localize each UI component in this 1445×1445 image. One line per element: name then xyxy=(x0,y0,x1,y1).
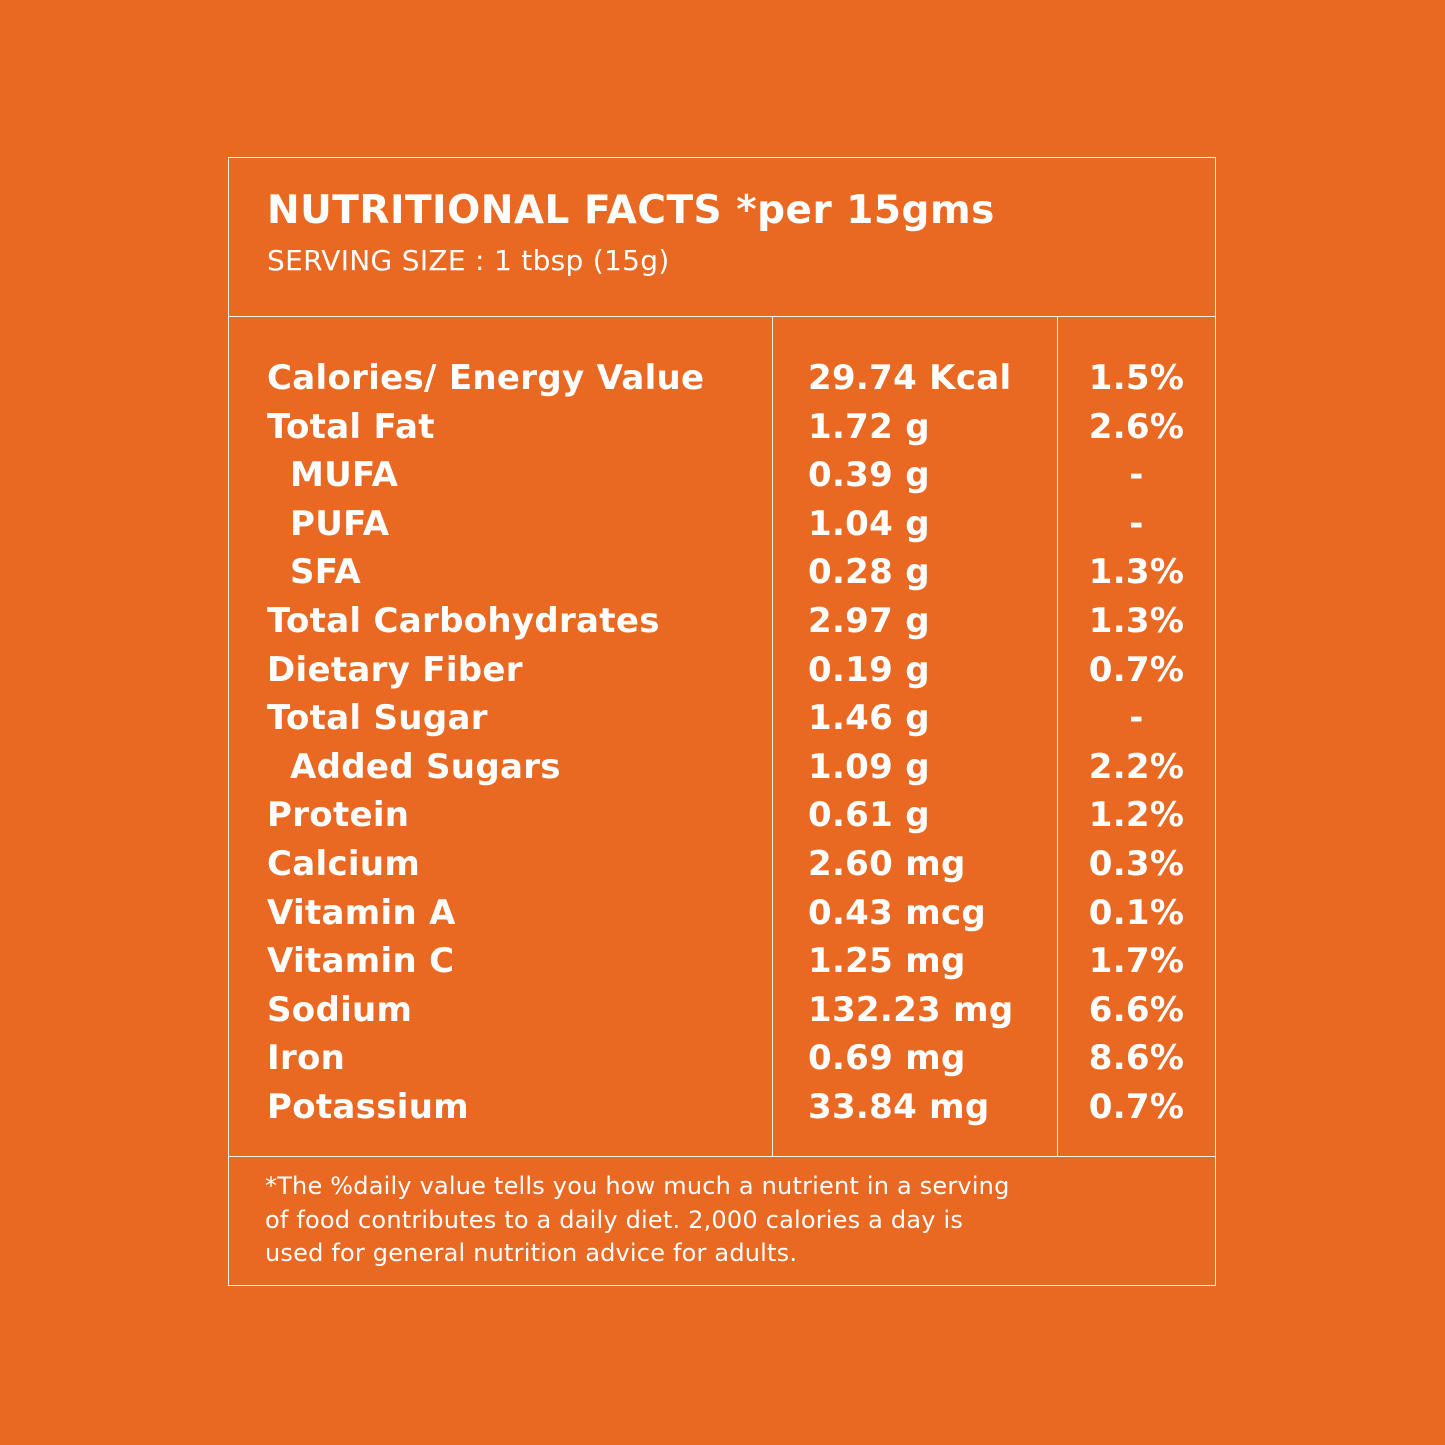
nutrient-name: Total Fat xyxy=(267,406,435,447)
nutrient-amount: 29.74 Kcal xyxy=(808,358,1012,398)
nutrient-name: Total Carbohydrates xyxy=(267,600,660,641)
nutrient-name: Total Sugar xyxy=(267,698,488,739)
nutrient-amount: 0.28 g xyxy=(808,552,930,593)
column-divider-amount xyxy=(772,316,773,1156)
nutrient-row: Total Carbohydrates 2.97 g 1.3% xyxy=(229,597,1215,646)
panel-title: NUTRITIONAL FACTS *per 15gms xyxy=(267,188,995,233)
nutrient-row: Total Sugar 1.46 g - xyxy=(229,694,1215,743)
nutrient-row: Protein 0.61 g 1.2% xyxy=(229,791,1215,840)
nutrient-name: Calories/ Energy Value xyxy=(267,358,705,398)
nutrient-name: Vitamin A xyxy=(267,892,456,933)
nutrient-row: Potassium 33.84 mg 0.7% xyxy=(229,1083,1215,1132)
nutrient-name: MUFA xyxy=(290,455,399,496)
nutrient-row: Vitamin A 0.43 mcg 0.1% xyxy=(229,889,1215,938)
nutrition-facts-panel: NUTRITIONAL FACTS *per 15gms SERVING SIZ… xyxy=(228,157,1216,1286)
footnote: *The %daily value tells you how much a n… xyxy=(265,1170,1165,1271)
header-divider xyxy=(229,316,1215,317)
nutrient-name: Dietary Fiber xyxy=(267,649,523,690)
nutrient-daily-value: 8.6% xyxy=(1088,1038,1185,1079)
nutrient-row: Calcium 2.60 mg 0.3% xyxy=(229,840,1215,889)
nutrient-daily-value: 0.1% xyxy=(1088,892,1185,933)
nutrient-amount: 1.09 g xyxy=(808,746,930,787)
nutrient-daily-value: - xyxy=(1129,698,1144,739)
nutrient-daily-value: 6.6% xyxy=(1088,989,1185,1030)
nutrient-daily-value: 2.2% xyxy=(1088,746,1185,787)
nutrient-row: Iron 0.69 mg 8.6% xyxy=(229,1034,1215,1083)
nutrient-row: Added Sugars 1.09 g 2.2% xyxy=(229,743,1215,792)
nutrient-amount: 0.69 mg xyxy=(808,1038,966,1079)
nutrient-table: Calories/ Energy Value 29.74 Kcal 1.5% Tota… xyxy=(229,354,1215,1132)
nutrient-daily-value: - xyxy=(1129,455,1144,496)
nutrient-amount: 0.61 g xyxy=(808,795,930,836)
nutrient-daily-value: 0.3% xyxy=(1088,843,1185,884)
nutrient-daily-value: 0.7% xyxy=(1088,649,1185,690)
nutrient-row: Total Fat 1.72 g 2.6% xyxy=(229,403,1215,452)
nutrient-name: Potassium xyxy=(267,1086,469,1127)
nutrient-daily-value: 0.7% xyxy=(1088,1086,1185,1127)
nutrient-amount: 1.04 g xyxy=(808,503,930,544)
footer-divider xyxy=(229,1156,1215,1157)
nutrient-daily-value: 2.6% xyxy=(1088,406,1185,447)
nutrient-daily-value: 1.3% xyxy=(1088,552,1185,593)
nutrient-amount: 1.46 g xyxy=(808,698,930,739)
nutrient-name: Calcium xyxy=(267,843,421,884)
nutrient-daily-value: 1.5% xyxy=(1088,358,1185,398)
nutrient-row: Dietary Fiber 0.19 g 0.7% xyxy=(229,646,1215,695)
nutrient-amount: 0.39 g xyxy=(808,455,930,496)
nutrient-amount: 132.23 mg xyxy=(808,989,1014,1030)
nutrient-row: MUFA 0.39 g - xyxy=(229,451,1215,500)
footnote-line: *The %daily value tells you how much a n… xyxy=(265,1172,1010,1200)
column-divider-dv xyxy=(1057,316,1058,1156)
nutrient-amount: 1.25 mg xyxy=(808,941,966,982)
nutrient-name: Sodium xyxy=(267,989,413,1030)
footnote-line: used for general nutrition advice for ad… xyxy=(265,1239,798,1267)
nutrient-name: Iron xyxy=(267,1038,346,1079)
nutrient-daily-value: 1.7% xyxy=(1088,941,1185,982)
nutrient-row: Sodium 132.23 mg 6.6% xyxy=(229,986,1215,1035)
nutrient-daily-value: - xyxy=(1129,503,1144,544)
nutrient-amount: 0.43 mcg xyxy=(808,892,987,933)
nutrient-name: SFA xyxy=(290,552,362,593)
footnote-line: of food contributes to a daily diet. 2,0… xyxy=(265,1205,964,1234)
nutrient-name: PUFA xyxy=(290,503,390,544)
nutrient-row: PUFA 1.04 g - xyxy=(229,500,1215,549)
nutrient-amount: 2.97 g xyxy=(808,600,930,641)
nutrient-row: SFA 0.28 g 1.3% xyxy=(229,548,1215,597)
nutrient-amount: 0.19 g xyxy=(808,649,930,690)
nutrient-name: Vitamin C xyxy=(267,941,455,982)
nutrient-row: Vitamin C 1.25 mg 1.7% xyxy=(229,937,1215,986)
nutrient-name: Added Sugars xyxy=(290,746,561,787)
nutrient-amount: 33.84 mg xyxy=(808,1086,990,1127)
nutrient-name: Protein xyxy=(267,795,410,836)
nutrient-daily-value: 1.2% xyxy=(1088,795,1185,836)
serving-size: SERVING SIZE : 1 tbsp (15g) xyxy=(267,244,670,277)
nutrient-amount: 1.72 g xyxy=(808,406,930,447)
nutrient-row: Calories/ Energy Value 29.74 Kcal 1.5% xyxy=(229,354,1215,403)
nutrient-amount: 2.60 mg xyxy=(808,843,966,884)
nutrient-daily-value: 1.3% xyxy=(1088,600,1185,641)
